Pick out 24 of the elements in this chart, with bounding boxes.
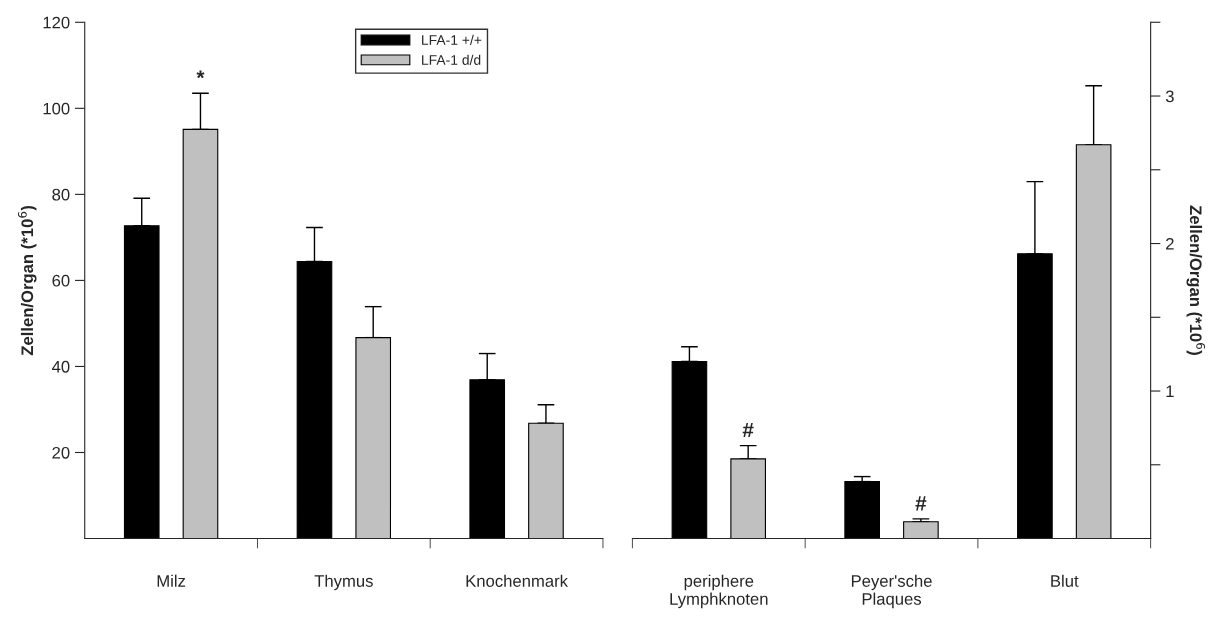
y-tick-label: 80 bbox=[52, 188, 70, 201]
y-axis-title: Zellen/Organ (*10$^{6}$) bbox=[17, 205, 37, 356]
y2-axis-title: Zellen/Organ (*10$^{6}$) bbox=[1186, 205, 1206, 355]
y-tick-label: 100 bbox=[43, 102, 70, 115]
legend-label: LFA-1 d/d bbox=[422, 54, 481, 65]
x-tick-label: Blut bbox=[1051, 574, 1079, 587]
y-tick-label: 20 bbox=[52, 446, 70, 459]
data-label: * bbox=[196, 70, 205, 79]
y-tick-label: 40 bbox=[52, 360, 70, 373]
x-tick-label: Knochenmark bbox=[466, 574, 569, 587]
y-tick-label: 60 bbox=[52, 274, 70, 287]
legend-label: LFA-1 +/+ bbox=[422, 34, 482, 45]
x-tick-label: Milz bbox=[157, 574, 186, 587]
y2-tick-label: 3 bbox=[1165, 90, 1174, 103]
x-tick-label: Peyer'sche Plaques bbox=[851, 574, 932, 609]
x-tick-label: periphere Lymphknoten bbox=[670, 574, 768, 609]
data-label: # bbox=[742, 422, 754, 438]
y2-tick-label: 2 bbox=[1166, 237, 1174, 250]
y2-tick-label: 1 bbox=[1166, 385, 1174, 398]
x-tick-label: Thymus bbox=[314, 574, 373, 591]
bar bbox=[903, 521, 939, 539]
y-tick-label: 120 bbox=[43, 16, 70, 29]
bar bbox=[844, 481, 880, 539]
data-label: # bbox=[915, 496, 927, 511]
